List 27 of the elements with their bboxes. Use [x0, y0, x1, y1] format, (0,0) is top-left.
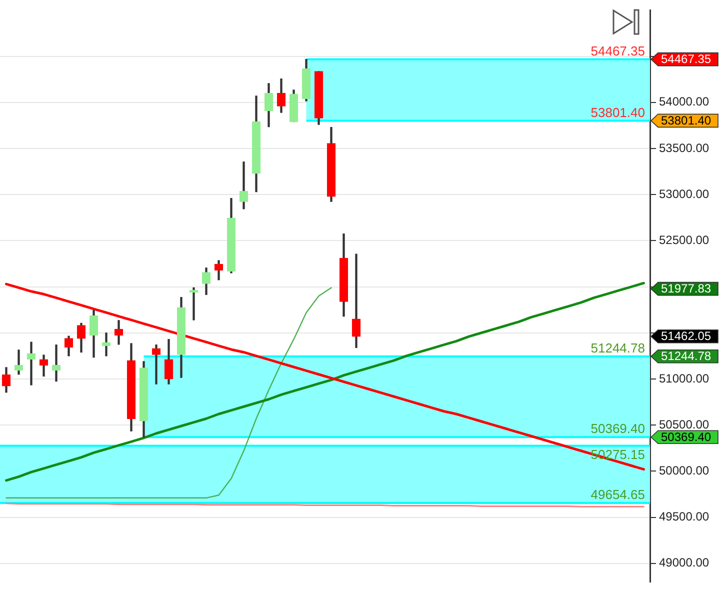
y-tick-label: 51000.00 — [659, 371, 710, 386]
candlestick — [52, 344, 61, 382]
ref-line-label: 50275.15 — [590, 446, 645, 462]
ref-line-label: 49654.65 — [590, 487, 645, 502]
text: 51244.78 — [661, 349, 712, 364]
text: 51977.83 — [661, 282, 712, 296]
y-tick-label: 49500.00 — [659, 510, 710, 524]
y-tick-label: 50500.00 — [659, 417, 710, 432]
text: 53801.40 — [661, 114, 712, 128]
ref-line-label: 53801.40 — [590, 104, 645, 120]
y-tick-label: 49000.00 — [659, 556, 710, 570]
ref-line-label: 50369.40 — [590, 421, 645, 436]
ref-line-label: 54467.35 — [590, 43, 645, 58]
text: 51462.05 — [661, 329, 712, 344]
y-tick-label: 52500.00 — [659, 232, 710, 247]
y-tick-label: 53000.00 — [659, 186, 710, 201]
candlestick — [102, 332, 111, 356]
candlestick — [352, 254, 361, 348]
ref-line-label: 51244.78 — [590, 340, 645, 356]
y-tick-label: 54000.00 — [659, 94, 710, 109]
text: 50369.40 — [661, 430, 712, 444]
candlestick — [14, 350, 24, 375]
text: 54467.35 — [661, 52, 712, 66]
candlestick — [152, 344, 161, 384]
candlestick — [26, 342, 36, 386]
y-tick-label: 53500.00 — [659, 140, 710, 155]
y-tick-label: 50000.00 — [659, 463, 710, 478]
